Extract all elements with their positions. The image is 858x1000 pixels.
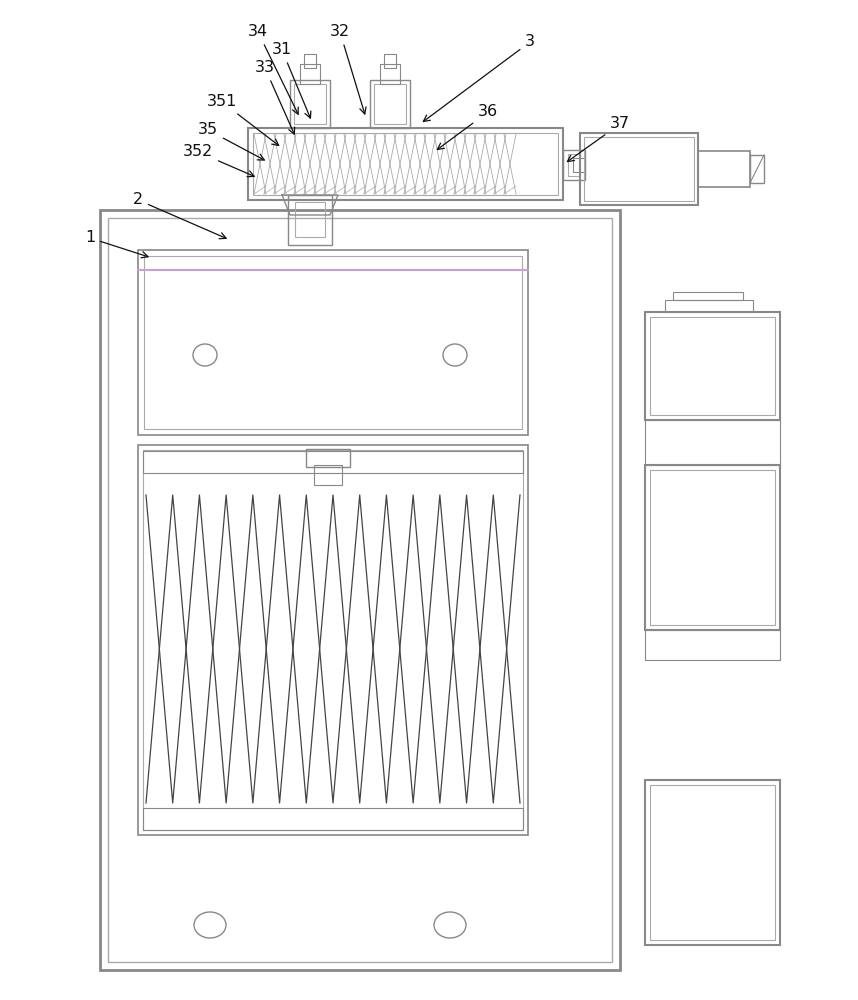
Text: 3: 3 [423, 34, 535, 122]
Bar [563, 150, 585, 180]
Bar [374, 84, 406, 124]
Bar [568, 154, 580, 176]
Text: 36: 36 [438, 104, 498, 150]
Text: 1: 1 [85, 231, 148, 258]
Bar [143, 451, 523, 473]
Bar [288, 195, 332, 245]
Bar [645, 465, 780, 630]
Text: 34: 34 [248, 24, 299, 114]
Text: 35: 35 [198, 122, 264, 160]
Bar [645, 630, 780, 660]
Bar [138, 445, 528, 835]
Bar [580, 133, 698, 205]
Bar [143, 808, 523, 830]
Bar [253, 133, 558, 195]
Bar [100, 210, 620, 970]
Bar [665, 300, 753, 312]
Bar [314, 465, 342, 485]
Bar [573, 158, 585, 172]
Bar [650, 470, 775, 625]
Text: 352: 352 [183, 144, 254, 177]
Bar [650, 785, 775, 940]
Bar [645, 312, 780, 420]
Bar [650, 317, 775, 415]
Text: 351: 351 [207, 95, 279, 145]
Bar [380, 64, 400, 84]
Bar [673, 292, 743, 300]
Bar [645, 420, 780, 465]
Bar [144, 256, 522, 429]
Bar [698, 151, 750, 187]
Text: 33: 33 [255, 60, 294, 134]
Bar [584, 137, 694, 201]
Bar [290, 80, 330, 128]
Bar [108, 218, 612, 962]
Bar [138, 250, 528, 435]
Bar [384, 54, 396, 68]
Bar [750, 155, 764, 183]
Bar [143, 450, 523, 830]
Bar [295, 202, 325, 237]
Bar [370, 80, 410, 128]
Bar [294, 84, 326, 124]
Text: 2: 2 [133, 192, 227, 239]
Bar [300, 64, 320, 84]
Text: 37: 37 [567, 116, 630, 162]
Text: 32: 32 [330, 24, 366, 114]
Text: 31: 31 [272, 42, 311, 118]
Bar [248, 128, 563, 200]
Bar [306, 449, 350, 467]
Bar [645, 780, 780, 945]
Bar [304, 54, 316, 68]
